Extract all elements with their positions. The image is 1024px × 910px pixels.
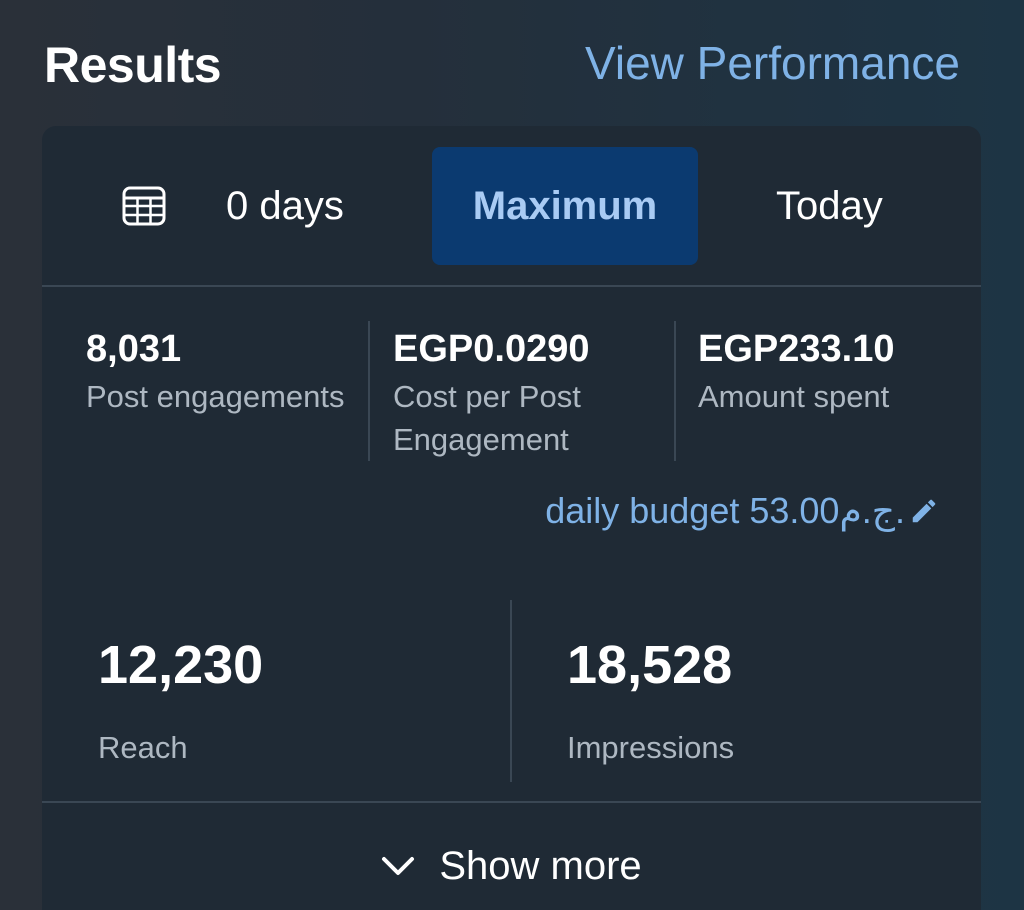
- daily-budget-link[interactable]: daily budget 53.00ج.م.: [545, 490, 939, 532]
- summary-reach: 12,230 Reach: [98, 634, 478, 769]
- summary-value: 12,230: [98, 635, 264, 695]
- days-option[interactable]: 0 days: [226, 184, 344, 228]
- metric-amount-spent: EGP233.10 Amount spent: [698, 328, 958, 418]
- summary-label: Reach: [98, 730, 188, 765]
- calendar-icon[interactable]: [122, 186, 166, 226]
- results-header: Results View Performance: [0, 0, 1024, 125]
- maximum-option[interactable]: Maximum: [432, 147, 698, 265]
- metric-label: Cost per Post Engagement: [393, 379, 581, 457]
- summary-label: Impressions: [567, 730, 735, 765]
- metric-post-engagements: 8,031 Post engagements: [86, 328, 366, 418]
- divider: [42, 285, 981, 287]
- metric-value: EGP0.0290: [393, 328, 590, 370]
- metric-label: Post engagements: [86, 379, 345, 414]
- chevron-down-icon: [382, 857, 415, 875]
- show-more-button[interactable]: Show more: [42, 806, 981, 910]
- metric-value: EGP233.10: [698, 328, 895, 370]
- daily-budget-text: daily budget 53.00ج.م.: [545, 490, 905, 531]
- metric-value: 8,031: [86, 328, 182, 370]
- divider: [674, 321, 676, 461]
- metric-label: Amount spent: [698, 379, 890, 414]
- metric-cost-per-engagement: EGP0.0290 Cost per Post Engagement: [393, 328, 643, 461]
- results-card: 0 days Maximum Today 8,031 Post engageme…: [42, 126, 981, 910]
- show-more-label: Show more: [439, 843, 642, 888]
- date-range-selector: 0 days Maximum Today: [42, 126, 981, 286]
- view-performance-link[interactable]: View Performance: [585, 37, 960, 89]
- page-title: Results: [44, 37, 222, 93]
- summary-value: 18,528: [567, 635, 733, 695]
- divider: [368, 321, 370, 461]
- today-option[interactable]: Today: [776, 184, 883, 228]
- divider: [510, 600, 512, 782]
- divider: [42, 801, 981, 803]
- summary-impressions: 18,528 Impressions: [567, 634, 947, 769]
- pencil-icon: [912, 499, 936, 523]
